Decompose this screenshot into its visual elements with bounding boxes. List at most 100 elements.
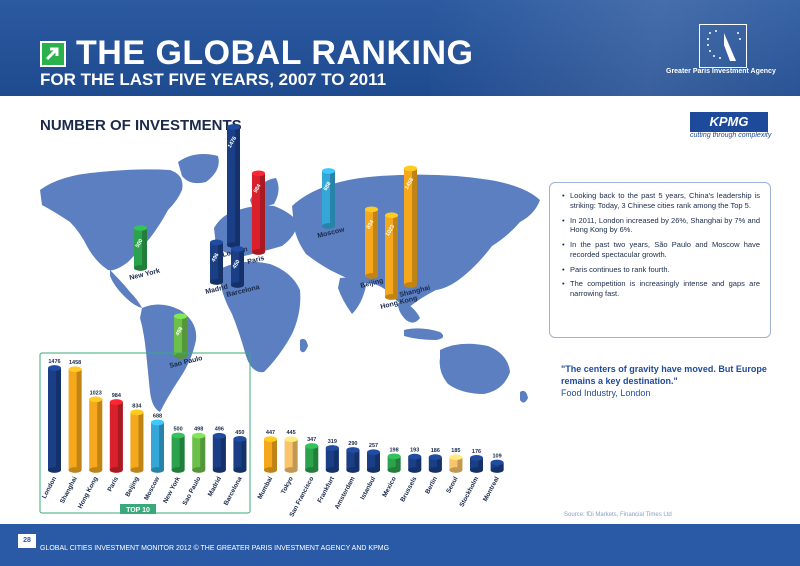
map-bar-base <box>174 353 187 359</box>
bar <box>212 432 226 473</box>
kpmg-logo: KPMG <box>690 112 768 132</box>
map-bar-top <box>385 212 398 219</box>
bar-layer: 1476 London 1458 Shanghai 1023 Hong Kong 984 Pa… <box>41 359 504 518</box>
bar-base <box>387 467 401 473</box>
bar-category-label: Montreal <box>482 475 501 502</box>
bar-value-label: 445 <box>287 430 296 436</box>
bar-value-label: 1476 <box>48 359 60 365</box>
bar <box>346 447 360 473</box>
footer-bar <box>0 524 800 566</box>
map-bar-shade <box>373 209 378 276</box>
bar <box>171 432 185 473</box>
bar <box>264 436 277 473</box>
bar-value-label: 109 <box>493 453 502 459</box>
bar <box>151 419 164 473</box>
map-bar-value: 834 <box>366 219 376 231</box>
map-bar <box>404 165 417 288</box>
bar-base <box>48 467 61 473</box>
bar <box>428 454 442 473</box>
bar-value-label: 496 <box>215 427 224 433</box>
bar-base <box>449 467 463 473</box>
map-bar-shade <box>182 316 187 356</box>
map-bar-value: 688 <box>323 181 333 192</box>
bar <box>305 443 319 473</box>
map-bar-base <box>134 265 147 271</box>
map-bar <box>385 212 398 300</box>
bar-value-label: 176 <box>472 449 481 455</box>
map-bar <box>252 170 265 255</box>
bar-top <box>449 454 463 461</box>
insight-item: In the past two years, São Paulo and Mos… <box>562 240 760 260</box>
bar-category-label: Amsterdam <box>334 475 357 510</box>
map-bar-shade <box>218 242 223 282</box>
bar-base <box>428 467 442 473</box>
bar <box>387 453 401 473</box>
bar-value-label: 1458 <box>69 360 81 366</box>
map-bar-base <box>404 282 417 288</box>
map-bar-base <box>231 282 244 288</box>
bar-value-label: 834 <box>132 403 142 409</box>
bar-base <box>89 467 103 473</box>
footer-text: GLOBAL CITIES INVESTMENT MONITOR 2012 © … <box>40 545 390 552</box>
bar-value-label: 984 <box>112 393 122 399</box>
insight-item: The competition is increasingly intense … <box>562 279 760 299</box>
map-bar-value: 500 <box>135 238 145 249</box>
quote-source: Food Industry, London <box>561 388 651 398</box>
bar-top <box>284 436 298 443</box>
map-bar-shade <box>393 215 398 297</box>
map-bar-top <box>210 239 223 246</box>
bar-category-label: Frankfurt <box>316 475 336 504</box>
bar <box>233 436 247 473</box>
map-bar <box>231 246 244 288</box>
bar-shade <box>76 369 82 470</box>
bar-category-label: New York <box>162 475 182 504</box>
bar <box>109 399 123 473</box>
bar-category-label: Shanghai <box>59 475 79 504</box>
insight-item: In 2011, London increased by 26%, Shangh… <box>562 216 760 236</box>
map-bar <box>322 168 335 229</box>
bar-top <box>233 436 247 442</box>
map-bar <box>365 206 378 279</box>
top10-badge <box>120 504 156 514</box>
bar-value-label: 185 <box>451 448 460 454</box>
map-bar-top <box>404 165 417 172</box>
bar <box>48 365 61 473</box>
bar-top <box>428 454 442 461</box>
map-bar-top <box>322 168 335 174</box>
bar-value-label: 290 <box>348 441 357 447</box>
bar-category-label: Beijing <box>124 476 140 498</box>
bar-base <box>284 467 298 473</box>
bar-top <box>305 443 319 449</box>
quote-text: "The centers of gravity have moved. But … <box>561 364 767 386</box>
bar-top <box>490 459 504 466</box>
bar <box>470 454 483 473</box>
map-bar-top <box>231 246 244 252</box>
bar-shade <box>272 439 277 470</box>
bar-category-label: Barcelona <box>223 475 244 506</box>
bar-shade <box>117 402 123 470</box>
bar-category-label: Hong Kong <box>77 476 100 510</box>
map-bar-shade <box>260 173 265 252</box>
map-bar-value: 1458 <box>404 177 415 191</box>
bar-top <box>408 453 422 460</box>
bar-shade <box>416 456 422 470</box>
bar-top <box>68 366 82 373</box>
bar-shade <box>241 438 247 470</box>
map-bar-value: 498 <box>175 326 185 337</box>
bar <box>284 436 298 473</box>
bar-base <box>192 467 206 473</box>
agency-name: Greater Paris Investment Agency <box>666 68 776 75</box>
map-city-bars: 1476London984Paris496Madrid450Barcelona5… <box>129 124 431 370</box>
bar-value-label: 1023 <box>90 390 102 396</box>
bar-base <box>325 467 339 473</box>
bar-top <box>470 454 483 461</box>
map-bar-shade <box>239 249 244 285</box>
bar-shade <box>354 449 360 470</box>
bar-base <box>212 467 226 473</box>
map-bar <box>174 313 187 359</box>
map-bar-base <box>252 249 265 255</box>
bar-shade <box>220 435 226 470</box>
map-bar-base <box>322 223 335 229</box>
bar-shade <box>333 447 339 470</box>
